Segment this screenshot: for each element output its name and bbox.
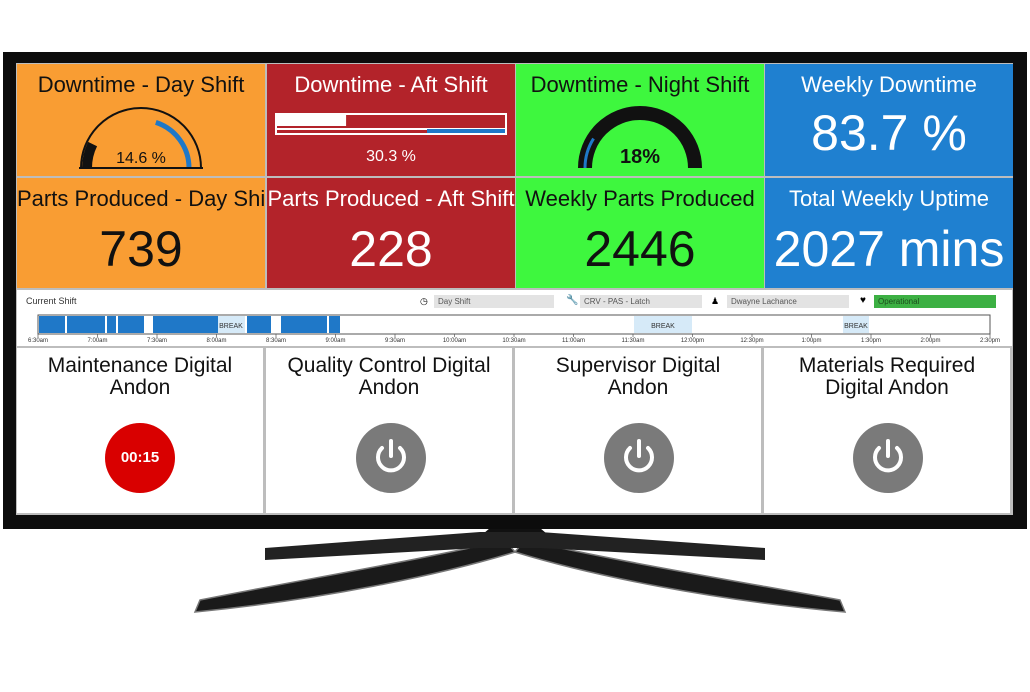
kpi-visual: 30.3 % — [275, 113, 507, 165]
time-label: 9:30am — [385, 338, 405, 344]
time-label: 1:00pm — [801, 338, 821, 344]
icon: ♟ — [711, 296, 720, 306]
run-segment — [153, 316, 218, 333]
kpi-tile: Parts Produced - Aft Shift 228 — [267, 178, 515, 288]
icon: ♥ — [860, 295, 866, 306]
ring-value — [583, 137, 595, 169]
bar-outline — [275, 113, 507, 135]
tv-leg — [513, 539, 847, 613]
ring-label: 18% — [620, 146, 660, 168]
run-segment — [118, 316, 144, 333]
break-block — [843, 316, 869, 333]
break-label: BREAK — [219, 323, 243, 330]
andon-title: Materials Required Digital Andon — [798, 354, 976, 399]
time-label: 8:00am — [206, 338, 226, 344]
kpi-tile: Downtime - Aft Shift 30.3 % — [267, 64, 515, 176]
gauge-label: 14.6 % — [116, 150, 166, 167]
kpi-visual: 18% — [578, 106, 702, 169]
break-label: BREAK — [844, 323, 868, 330]
break-block — [634, 316, 692, 333]
time-label: 2:00pm — [920, 338, 940, 344]
time-label: 7:30am — [147, 338, 167, 344]
shift-status: Operational — [874, 295, 996, 308]
andon-title: Quality Control Digital Andon — [287, 354, 491, 399]
run-segment — [67, 316, 105, 333]
time-label: 12:00pm — [681, 338, 704, 344]
kpi-tile: Weekly Downtime 83.7 % — [765, 64, 1013, 176]
break-label: BREAK — [651, 323, 675, 330]
kpi-value: 83.7 % — [811, 105, 967, 161]
kpi-title: Downtime - Aft Shift — [294, 72, 488, 97]
andon-tile: Supervisor Digital Andon — [515, 348, 761, 513]
kpi-value: 739 — [99, 221, 183, 277]
run-segment — [247, 316, 271, 333]
shift-title: Current Shift — [26, 296, 77, 306]
time-label: 7:00am — [87, 338, 107, 344]
icon: 🔧 — [566, 295, 579, 306]
kpi-tile: Downtime - Day Shift 14.6 % — [17, 64, 265, 176]
bar-value — [277, 115, 347, 126]
time-label: 10:30am — [502, 338, 525, 344]
time-label: 11:30am — [622, 338, 645, 344]
kpi-value: 2027 mins — [773, 221, 1005, 277]
tv-leg — [193, 539, 517, 613]
kpi-title: Parts Produced - Day Shift — [17, 186, 265, 211]
time-label: 6:30am — [28, 338, 48, 344]
time-label: 1:30pm — [861, 338, 881, 344]
kpi-value: 2446 — [584, 221, 696, 277]
andon-tile: Maintenance Digital Andon 00:15 — [17, 348, 263, 513]
bar-label: 30.3 % — [366, 148, 416, 165]
bar-track — [277, 128, 505, 130]
run-segment — [281, 316, 327, 333]
gauge-outline — [80, 107, 202, 169]
gauge-track — [154, 119, 192, 169]
kpi-value: 228 — [349, 221, 433, 277]
kpi-title: Weekly Downtime — [801, 72, 977, 97]
andon-button[interactable]: 00:15 — [105, 423, 175, 493]
icon: ◷ — [420, 296, 428, 306]
break-block — [218, 316, 245, 333]
kpi-tile: Total Weekly Uptime 2027 mins — [765, 178, 1013, 288]
andon-tile: Quality Control Digital Andon — [266, 348, 512, 513]
kpi-title: Downtime - Night Shift — [530, 72, 750, 97]
shift-name: Day Shift — [434, 295, 554, 308]
andon-tile: Materials Required Digital Andon — [764, 348, 1010, 513]
bar-reference — [427, 129, 505, 133]
kpi-title: Weekly Parts Produced — [525, 186, 755, 211]
kpi-visual: 14.6 % — [79, 107, 203, 169]
shift-operator: Dwayne Lachance — [727, 295, 849, 308]
andon-title: Maintenance Digital Andon — [47, 354, 233, 399]
time-label: 9:00am — [325, 338, 345, 344]
kpi-tile: Downtime - Night Shift 18% — [516, 64, 764, 176]
time-label: 2:30pm — [980, 338, 1000, 344]
kpi-title: Parts Produced - Aft Shift — [267, 186, 515, 211]
time-label: 12:30pm — [740, 338, 763, 344]
time-label: 8:30am — [266, 338, 286, 344]
kpi-tile: Weekly Parts Produced 2446 — [516, 178, 764, 288]
run-segment — [39, 316, 65, 333]
time-label: 10:00am — [443, 338, 466, 344]
tv-stand-bar — [265, 532, 765, 560]
time-label: 11:00am — [562, 338, 585, 344]
kpi-tile: Parts Produced - Day Shift 739 — [17, 178, 265, 288]
kpi-title: Downtime - Day Shift — [37, 72, 245, 97]
andon-title: Supervisor Digital Andon — [555, 354, 721, 399]
kpi-title: Total Weekly Uptime — [788, 186, 990, 211]
shift-part: CRV - PAS - Latch — [580, 295, 702, 308]
run-segment — [107, 316, 116, 333]
run-segment — [329, 316, 340, 333]
